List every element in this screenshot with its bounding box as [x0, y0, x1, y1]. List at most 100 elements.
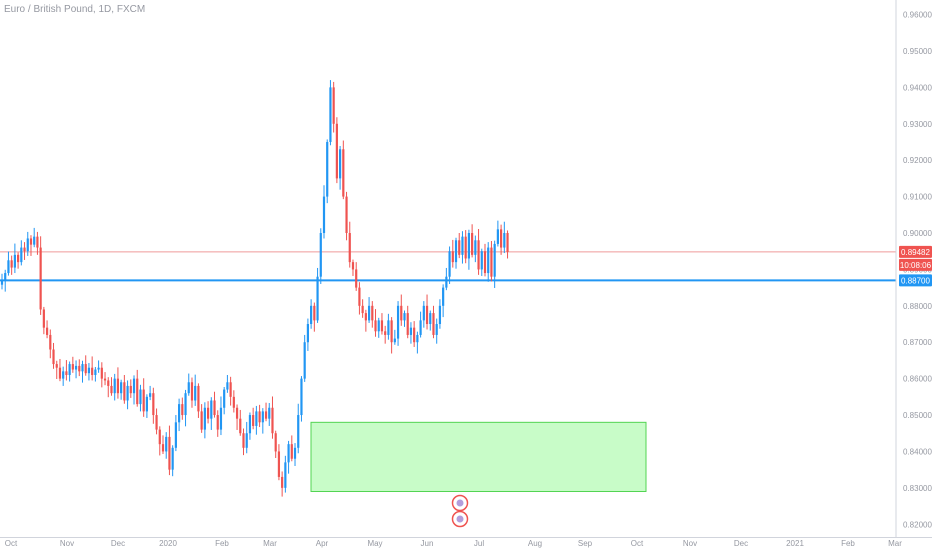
candle-body [339, 149, 342, 179]
support-level-label: 0.88700 [899, 274, 932, 287]
candle-body [303, 342, 306, 379]
candle-body [393, 338, 396, 343]
candle-body [245, 433, 248, 448]
candle-body [49, 334, 52, 350]
candle-body [477, 240, 480, 270]
candle-body [271, 407, 274, 434]
candle-body [110, 385, 113, 394]
candle-body [29, 238, 33, 245]
candle-body [319, 233, 322, 277]
y-tick-label: 0.90000 [903, 229, 932, 238]
candle-body [107, 380, 110, 386]
candle-body [216, 415, 219, 430]
candle-body [20, 247, 23, 263]
countdown-label-text: 10:08:06 [900, 261, 932, 270]
candle-body [91, 367, 94, 375]
candle-body [152, 393, 155, 416]
candle-body [206, 407, 210, 419]
candle-body [374, 320, 377, 332]
candle-body [490, 247, 493, 277]
price-labels: 0.89482 10:08:06 0.88700 [899, 245, 932, 287]
candle-body [471, 233, 474, 255]
candle-body [181, 404, 184, 416]
candle-body [203, 407, 206, 430]
candle-body [281, 476, 284, 488]
candle-body [474, 240, 477, 255]
candle-body [23, 247, 26, 252]
candle-body [416, 334, 419, 343]
y-tick-label: 0.83000 [903, 484, 932, 493]
target-zone-rect [310, 421, 647, 492]
last-price-label-bg [899, 245, 932, 258]
candle-body [390, 320, 393, 343]
candle-body [487, 247, 490, 274]
candle-body [139, 389, 142, 405]
y-tick-label: 0.88000 [903, 302, 932, 311]
countdown-label: 10:08:06 [899, 258, 932, 271]
x-tick-label: May [367, 539, 382, 548]
candle-body [7, 260, 10, 274]
countdown-label-bg [899, 258, 932, 271]
candle-body [335, 123, 338, 179]
candle-body [178, 404, 181, 423]
candle-body [58, 367, 62, 379]
last-price-label: 0.89482 [899, 245, 932, 258]
horizontal-lines [0, 251, 896, 282]
y-tick-label: 0.94000 [903, 83, 932, 92]
last-price-label-text: 0.89482 [901, 248, 930, 257]
candle-body [380, 320, 384, 332]
y-tick-label: 0.95000 [903, 47, 932, 56]
candle-body [435, 324, 438, 335]
candle-body [97, 367, 100, 370]
candle-body [342, 149, 345, 197]
candle-body [454, 240, 458, 263]
y-tick-label: 0.93000 [903, 120, 932, 129]
candle-body [438, 305, 442, 325]
candle-body [326, 141, 329, 197]
candle-body [403, 313, 406, 321]
candle-body [78, 365, 81, 372]
candle-body [145, 396, 148, 412]
candle-body [451, 251, 454, 263]
candle-body [81, 364, 84, 372]
candle-body [396, 305, 400, 339]
x-tick-label: Aug [528, 539, 542, 548]
candle-body [464, 236, 467, 259]
candle-body [26, 238, 29, 252]
candle-body [226, 382, 229, 390]
candle-body [71, 364, 74, 370]
symbol-title: Euro / British Pound, 1D, FXCM [4, 4, 146, 15]
candle-body [355, 269, 358, 288]
candle-body [429, 313, 432, 325]
x-tick-label: Mar [888, 539, 902, 548]
candle-body [200, 411, 203, 430]
candle-body [187, 382, 190, 394]
candle-body [248, 415, 252, 434]
candle-body [419, 320, 422, 335]
x-tick-label: Jun [421, 539, 434, 548]
candle-body [132, 378, 136, 394]
candle-body [235, 407, 239, 419]
x-axis: Oct Nov Dec 2020 Feb Mar Apr May Jun Jul Aug Sep Oct… [0, 537, 932, 548]
candle-body [116, 378, 120, 394]
candle-body [17, 254, 20, 263]
candle-body [348, 233, 351, 263]
candle-body [158, 429, 161, 445]
candle-body [94, 369, 97, 375]
candle-body [329, 87, 332, 142]
x-tick-label: Jul [474, 539, 484, 548]
candle-body [293, 447, 297, 459]
support-level-label-text: 0.88700 [901, 276, 930, 285]
y-tick-label: 0.86000 [903, 375, 932, 384]
y-tick-label: 0.96000 [903, 11, 932, 20]
candle-body [493, 243, 496, 277]
candle-body [68, 364, 71, 375]
candle-body [445, 276, 448, 288]
candle-body [219, 407, 223, 430]
x-tick-label: Nov [683, 539, 697, 548]
candle-body [500, 229, 503, 248]
candle-body [300, 378, 303, 416]
candle-body [332, 87, 335, 124]
